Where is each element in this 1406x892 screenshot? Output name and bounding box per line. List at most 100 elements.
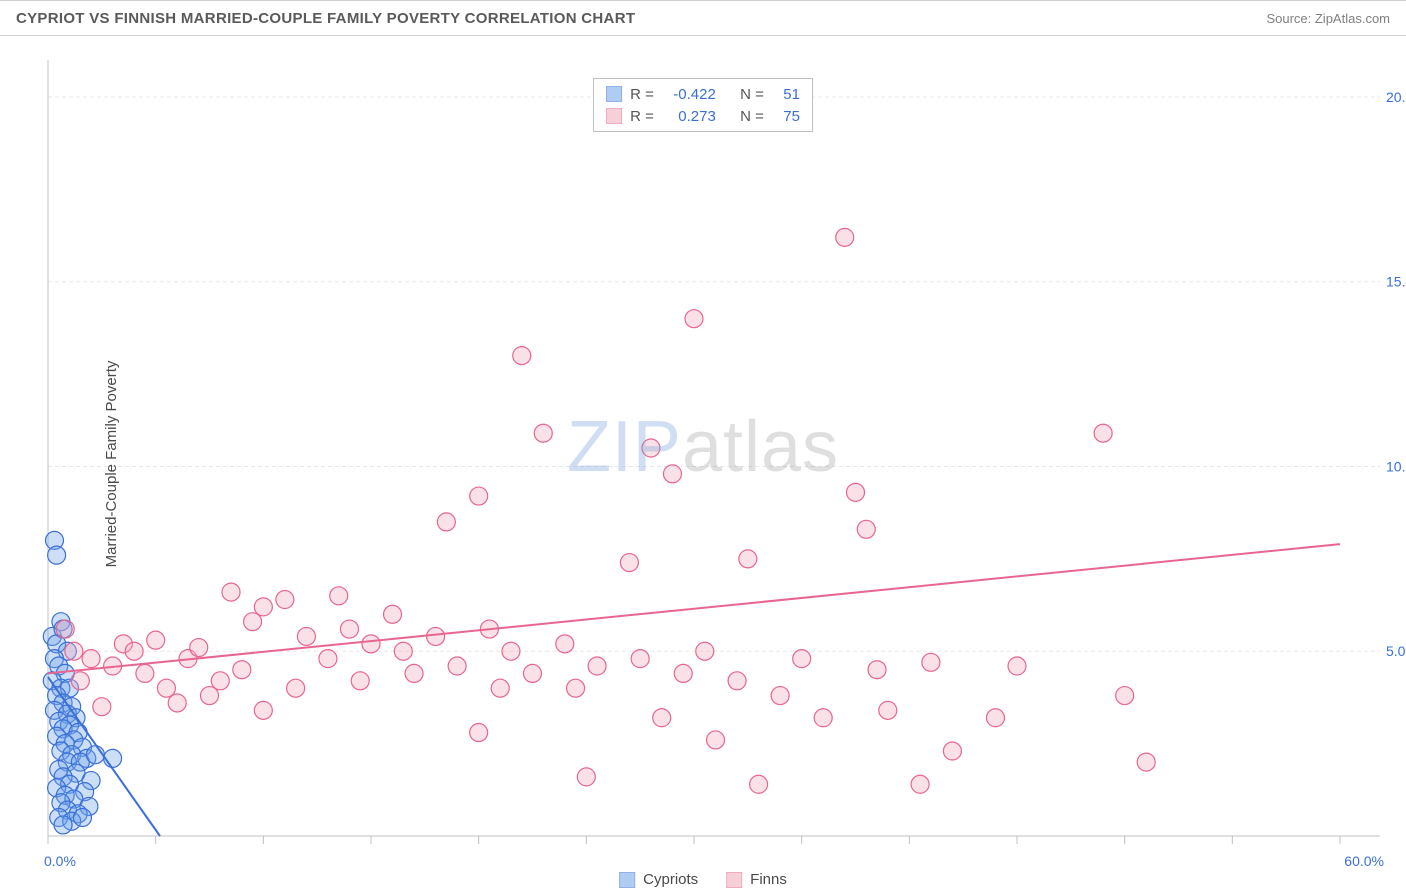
scatter-point bbox=[793, 650, 811, 668]
scatter-point bbox=[71, 672, 89, 690]
legend-item: Finns bbox=[726, 871, 787, 888]
scatter-point bbox=[297, 627, 315, 645]
legend-item: Cypriots bbox=[619, 871, 698, 888]
scatter-point bbox=[696, 642, 714, 660]
scatter-point bbox=[330, 587, 348, 605]
scatter-point bbox=[685, 310, 703, 328]
scatter-point bbox=[147, 631, 165, 649]
scatter-point bbox=[728, 672, 746, 690]
scatter-point bbox=[56, 620, 74, 638]
scatter-point bbox=[879, 701, 897, 719]
scatter-point bbox=[524, 664, 542, 682]
y-tick-label: 10.0% bbox=[1386, 458, 1406, 474]
scatter-point bbox=[491, 679, 509, 697]
scatter-point bbox=[384, 605, 402, 623]
scatter-point bbox=[847, 483, 865, 501]
scatter-point bbox=[233, 661, 251, 679]
scatter-point bbox=[556, 635, 574, 653]
scatter-point bbox=[1137, 753, 1155, 771]
legend-swatch bbox=[726, 872, 742, 888]
scatter-point bbox=[362, 635, 380, 653]
scatter-point bbox=[254, 701, 272, 719]
scatter-point bbox=[470, 487, 488, 505]
scatter-point bbox=[653, 709, 671, 727]
legend-swatch bbox=[606, 108, 622, 124]
stats-legend: R = -0.422 N = 51 R = 0.273 N = 75 bbox=[593, 78, 813, 132]
scatter-point bbox=[986, 709, 1004, 727]
scatter-point bbox=[502, 642, 520, 660]
scatter-point bbox=[470, 724, 488, 742]
plot-area: Married-Couple Family Poverty 5.0% 10.0% 1… bbox=[0, 36, 1406, 892]
scatter-point bbox=[577, 768, 595, 786]
r-value: 0.273 bbox=[662, 108, 716, 125]
stats-legend-row: R = -0.422 N = 51 bbox=[606, 83, 800, 105]
n-label: N = bbox=[740, 108, 764, 125]
scatter-point bbox=[190, 639, 208, 657]
scatter-point bbox=[857, 520, 875, 538]
scatter-point bbox=[750, 775, 768, 793]
header-bar: CYPRIOT VS FINNISH MARRIED-COUPLE FAMILY… bbox=[0, 0, 1406, 36]
scatter-point bbox=[534, 424, 552, 442]
scatter-point bbox=[836, 228, 854, 246]
scatter-point bbox=[340, 620, 358, 638]
chart-title: CYPRIOT VS FINNISH MARRIED-COUPLE FAMILY… bbox=[16, 10, 635, 27]
scatter-point bbox=[448, 657, 466, 675]
n-value: 51 bbox=[772, 86, 800, 103]
series-legend: Cypriots Finns bbox=[619, 871, 787, 888]
legend-label: Cypriots bbox=[643, 871, 698, 888]
scatter-point bbox=[437, 513, 455, 531]
scatter-point bbox=[73, 809, 91, 827]
scatter-point bbox=[82, 650, 100, 668]
source-label: Source: ZipAtlas.com bbox=[1266, 11, 1390, 26]
scatter-point bbox=[922, 653, 940, 671]
scatter-point bbox=[276, 591, 294, 609]
scatter-point bbox=[405, 664, 423, 682]
scatter-point bbox=[1008, 657, 1026, 675]
scatter-point bbox=[222, 583, 240, 601]
scatter-point bbox=[771, 687, 789, 705]
scatter-point bbox=[513, 347, 531, 365]
scatter-point bbox=[739, 550, 757, 568]
trend-line bbox=[48, 544, 1340, 673]
scatter-point bbox=[674, 664, 692, 682]
legend-swatch bbox=[619, 872, 635, 888]
scatter-chart: 5.0%10.0%15.0%20.0%0.0%60.0% bbox=[0, 36, 1406, 892]
scatter-point bbox=[351, 672, 369, 690]
scatter-point bbox=[868, 661, 886, 679]
stats-legend-row: R = 0.273 N = 75 bbox=[606, 105, 800, 127]
scatter-point bbox=[588, 657, 606, 675]
y-tick-label: 20.0% bbox=[1386, 89, 1406, 105]
scatter-point bbox=[620, 554, 638, 572]
scatter-point bbox=[943, 742, 961, 760]
y-tick-label: 15.0% bbox=[1386, 274, 1406, 290]
scatter-point bbox=[125, 642, 143, 660]
scatter-point bbox=[642, 439, 660, 457]
y-axis-label: Married-Couple Family Poverty bbox=[103, 361, 120, 568]
scatter-point bbox=[394, 642, 412, 660]
scatter-point bbox=[54, 816, 72, 834]
scatter-point bbox=[254, 598, 272, 616]
scatter-point bbox=[287, 679, 305, 697]
scatter-point bbox=[707, 731, 725, 749]
n-label: N = bbox=[740, 86, 764, 103]
legend-label: Finns bbox=[750, 871, 787, 888]
legend-swatch bbox=[606, 86, 622, 102]
scatter-point bbox=[911, 775, 929, 793]
n-value: 75 bbox=[772, 108, 800, 125]
scatter-point bbox=[567, 679, 585, 697]
scatter-point bbox=[136, 664, 154, 682]
scatter-point bbox=[93, 698, 111, 716]
r-label: R = bbox=[630, 108, 654, 125]
y-tick-label: 5.0% bbox=[1386, 643, 1406, 659]
r-value: -0.422 bbox=[662, 86, 716, 103]
scatter-point bbox=[1094, 424, 1112, 442]
x-tick-label: 0.0% bbox=[44, 853, 76, 869]
scatter-point bbox=[48, 546, 66, 564]
scatter-point bbox=[168, 694, 186, 712]
scatter-point bbox=[1116, 687, 1134, 705]
scatter-point bbox=[814, 709, 832, 727]
scatter-point bbox=[211, 672, 229, 690]
scatter-point bbox=[65, 642, 83, 660]
scatter-point bbox=[631, 650, 649, 668]
r-label: R = bbox=[630, 86, 654, 103]
